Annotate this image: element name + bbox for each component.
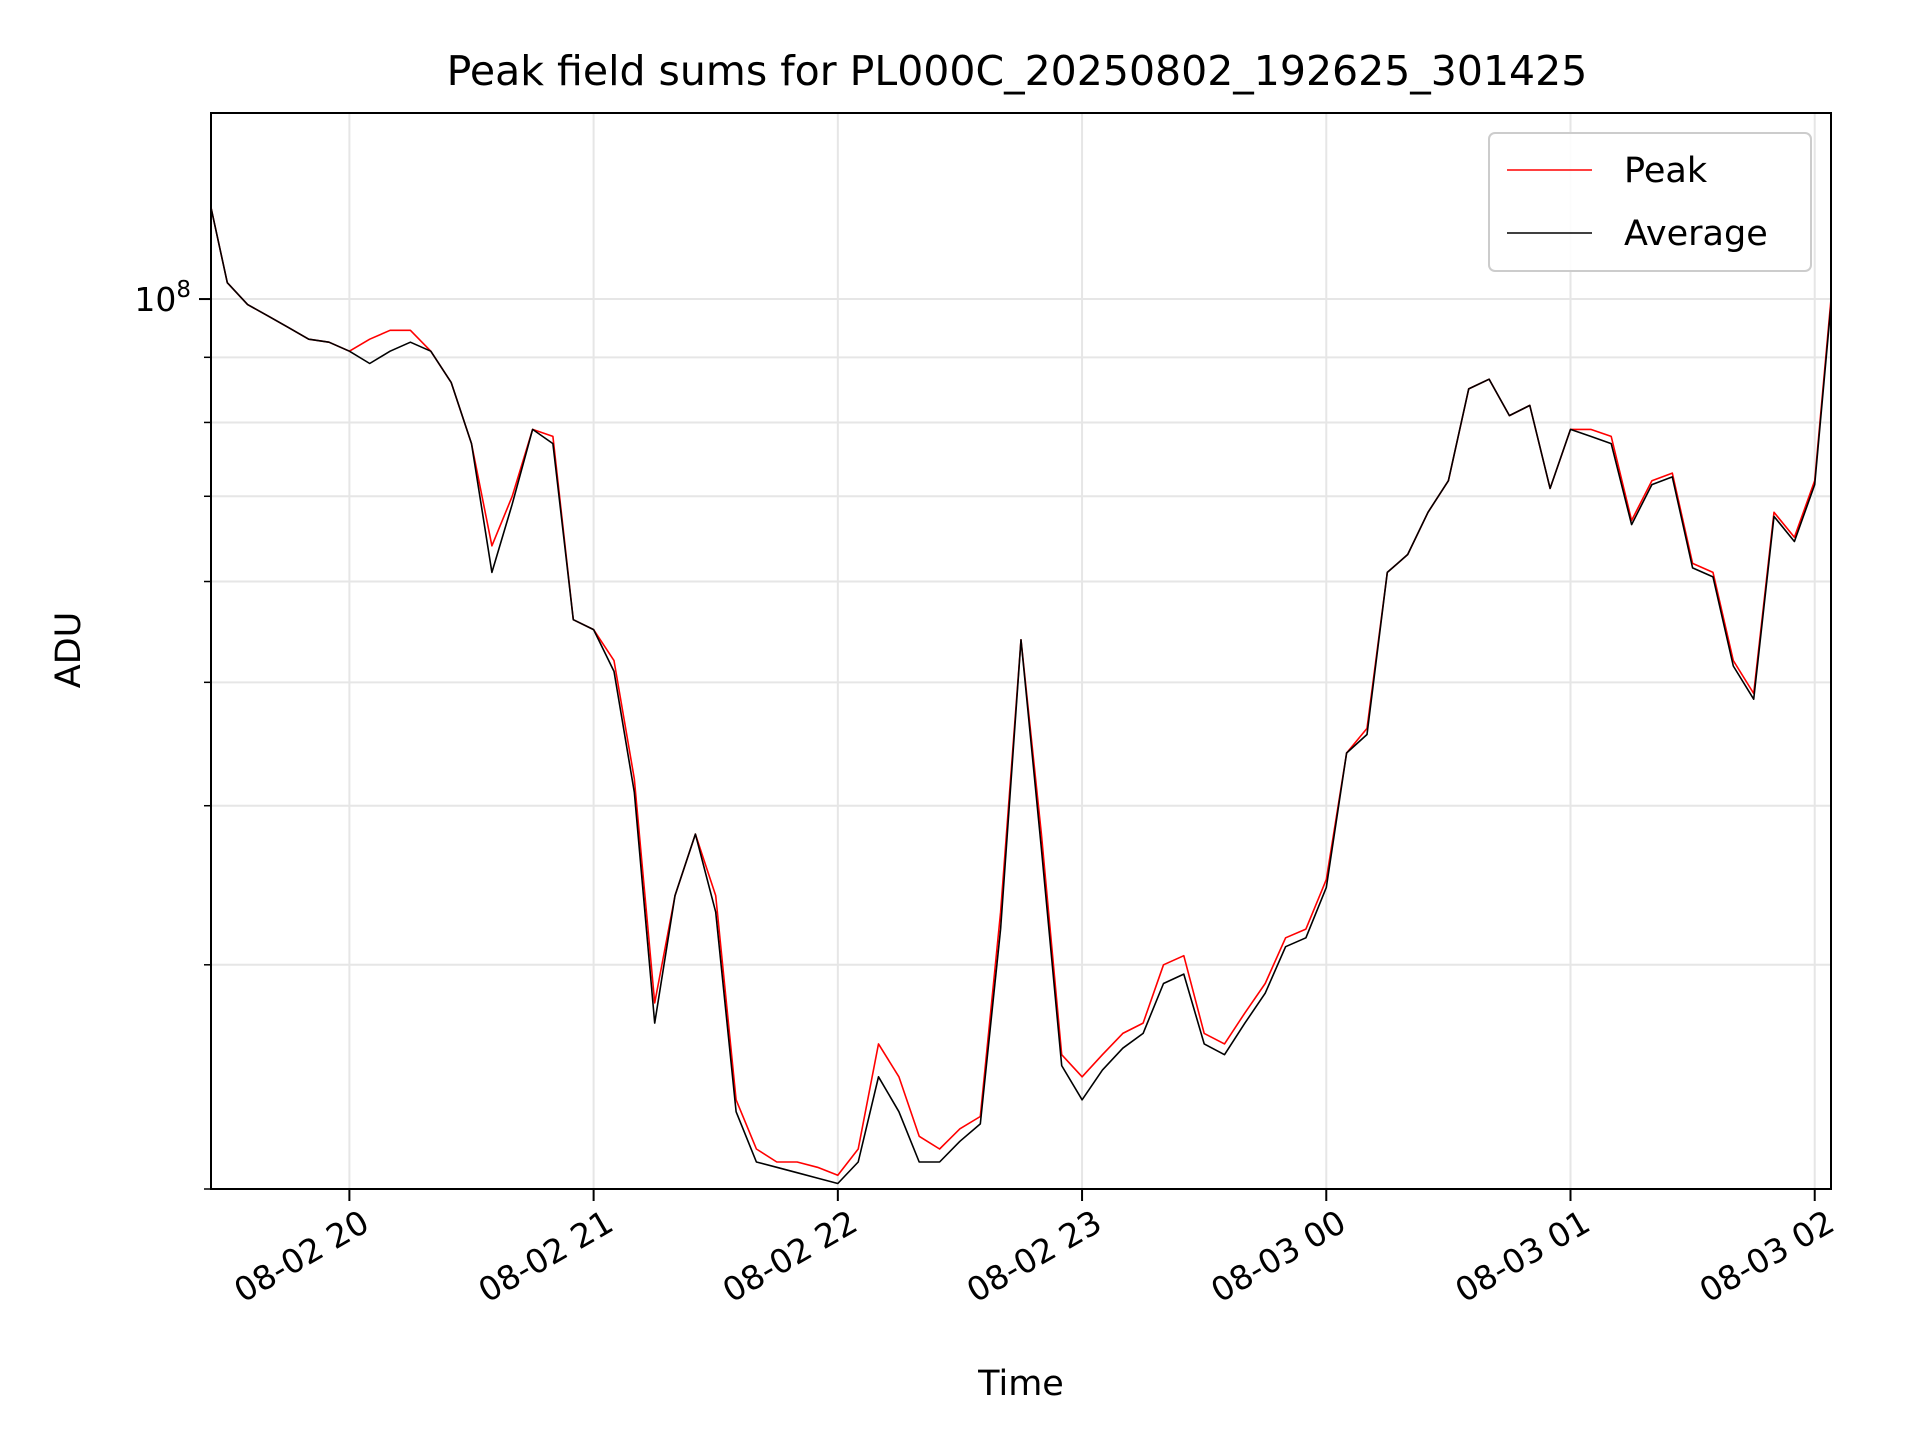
y-tick-label: 108: [134, 277, 191, 319]
x-axis-label: Time: [977, 1364, 1064, 1404]
legend-label-average: Average: [1624, 214, 1768, 254]
chart-title: Peak field sums for PL000C_20250802_1926…: [447, 47, 1588, 95]
plot-area-frame: [210, 112, 1832, 1190]
legend-label-peak: Peak: [1624, 151, 1708, 191]
legend: Peak Average: [1488, 132, 1812, 272]
legend-box: [1488, 132, 1812, 272]
y-axis-label: ADU: [49, 612, 89, 689]
series-lines: [210, 207, 1832, 1185]
series-line-average: [210, 207, 1832, 1185]
y-axis-ticks: 108: [134, 277, 211, 1190]
